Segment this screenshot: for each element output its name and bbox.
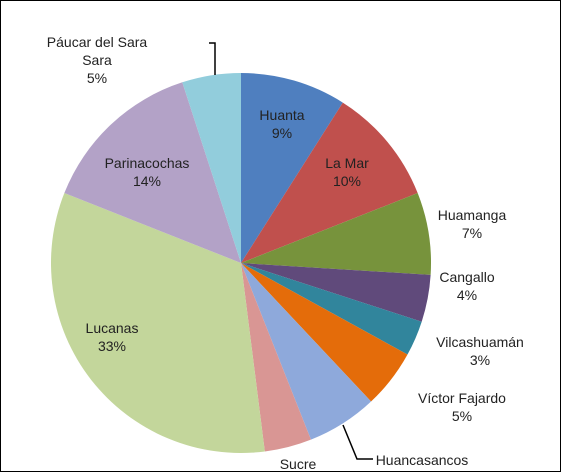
category-label: Vilcashuamán <box>436 334 524 350</box>
category-label: Cangallo <box>439 269 495 285</box>
pie-slice <box>241 73 343 263</box>
value-label: 7% <box>461 225 483 241</box>
slice-label: Sucre <box>279 455 317 472</box>
category-label: Parinacochas <box>104 155 190 171</box>
value-label: 9% <box>271 125 293 141</box>
value-label: 3% <box>469 352 491 368</box>
category-label: Huancasancos <box>375 452 469 468</box>
category-label: Lucanas <box>85 320 139 336</box>
value-label: 5% <box>451 408 473 424</box>
leader-line <box>342 424 373 460</box>
category-label: Páucar del Sara Sara <box>46 34 148 68</box>
pie-slice <box>241 263 422 355</box>
pie-slice <box>241 263 311 452</box>
value-label: 10% <box>332 173 362 189</box>
slice-label: Huancasancos <box>376 451 469 469</box>
slice-label: Lucanas 33% <box>86 319 139 355</box>
pie-slice <box>241 263 372 440</box>
pie-slice <box>182 73 241 263</box>
category-label: Huanta <box>259 107 305 123</box>
slice-label: La Mar 10% <box>325 154 369 190</box>
value-label: 33% <box>97 338 127 354</box>
pie-slice <box>241 102 418 263</box>
value-label: 4% <box>456 287 478 303</box>
slice-label: Huamanga 7% <box>438 206 507 242</box>
category-label: La Mar <box>325 155 369 171</box>
pie-slice <box>241 193 431 275</box>
slice-label: Parinacochas 14% <box>105 154 190 190</box>
slice-label: Vilcashuamán 3% <box>436 333 524 369</box>
pie-slice <box>50 193 265 453</box>
pie-slice <box>241 263 431 322</box>
pie-slice <box>64 82 241 264</box>
pie-slice <box>241 263 408 402</box>
category-label: Huamanga <box>437 207 507 223</box>
leader-line <box>209 42 216 75</box>
slice-label: Páucar del Sara Sara 5% <box>42 33 152 87</box>
slice-label: Cangallo 4% <box>439 268 494 304</box>
value-label: 5% <box>86 70 108 86</box>
slice-label: Huanta 9% <box>259 106 304 142</box>
slice-label: Víctor Fajardo 5% <box>418 389 506 425</box>
category-label: Sucre <box>279 456 317 472</box>
value-label: 14% <box>132 173 162 189</box>
category-label: Víctor Fajardo <box>418 390 506 406</box>
